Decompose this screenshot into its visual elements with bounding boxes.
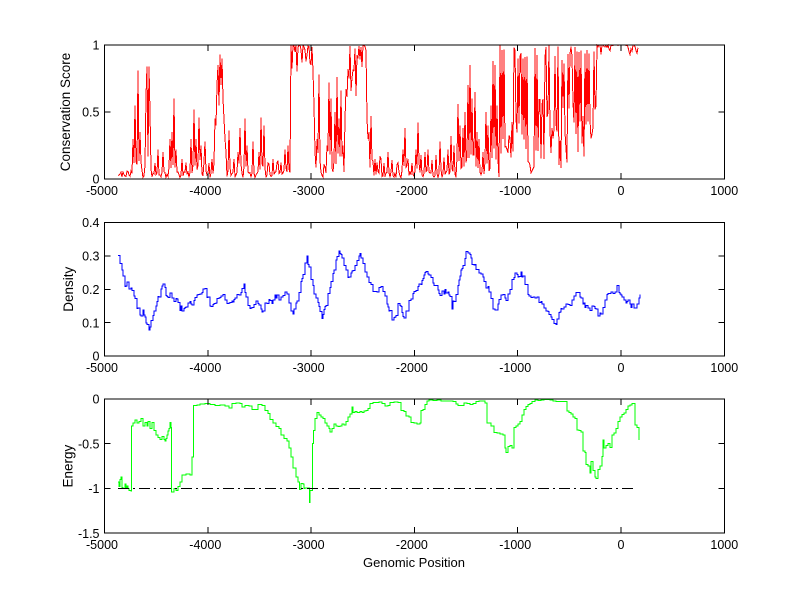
svg-text:Density: Density — [61, 267, 76, 312]
svg-text:1000: 1000 — [710, 361, 738, 375]
svg-text:1000: 1000 — [710, 538, 738, 552]
svg-text:Energy: Energy — [61, 444, 76, 487]
svg-text:0: 0 — [618, 538, 625, 552]
svg-text:-2000: -2000 — [396, 538, 428, 552]
svg-text:-3000: -3000 — [293, 538, 325, 552]
svg-text:-0.5: -0.5 — [78, 437, 100, 451]
svg-text:-4000: -4000 — [189, 361, 221, 375]
svg-text:-3000: -3000 — [293, 184, 325, 198]
svg-text:-1.5: -1.5 — [78, 527, 100, 541]
svg-text:Genomic Position: Genomic Position — [363, 555, 465, 570]
svg-text:0.1: 0.1 — [82, 316, 99, 330]
svg-text:0.4: 0.4 — [82, 216, 99, 230]
svg-text:-5000: -5000 — [86, 361, 118, 375]
svg-text:0: 0 — [93, 350, 100, 364]
svg-text:1: 1 — [93, 39, 100, 53]
svg-text:-1000: -1000 — [499, 361, 531, 375]
svg-text:-3000: -3000 — [293, 361, 325, 375]
svg-text:1000: 1000 — [710, 184, 738, 198]
svg-text:Conservation Score: Conservation Score — [58, 53, 73, 172]
svg-text:-2000: -2000 — [396, 184, 428, 198]
svg-text:-4000: -4000 — [189, 538, 221, 552]
svg-text:-2000: -2000 — [396, 361, 428, 375]
svg-text:-1000: -1000 — [499, 538, 531, 552]
svg-text:-1000: -1000 — [499, 184, 531, 198]
svg-text:-5000: -5000 — [86, 184, 118, 198]
svg-text:0: 0 — [618, 184, 625, 198]
svg-text:0.2: 0.2 — [82, 283, 99, 297]
svg-text:0: 0 — [93, 393, 100, 407]
svg-text:-5000: -5000 — [86, 538, 118, 552]
svg-text:-4000: -4000 — [189, 184, 221, 198]
svg-text:0.3: 0.3 — [82, 250, 99, 264]
svg-text:0: 0 — [618, 361, 625, 375]
svg-text:0.5: 0.5 — [82, 106, 99, 120]
svg-text:-1: -1 — [88, 482, 99, 496]
svg-text:0: 0 — [93, 173, 100, 187]
